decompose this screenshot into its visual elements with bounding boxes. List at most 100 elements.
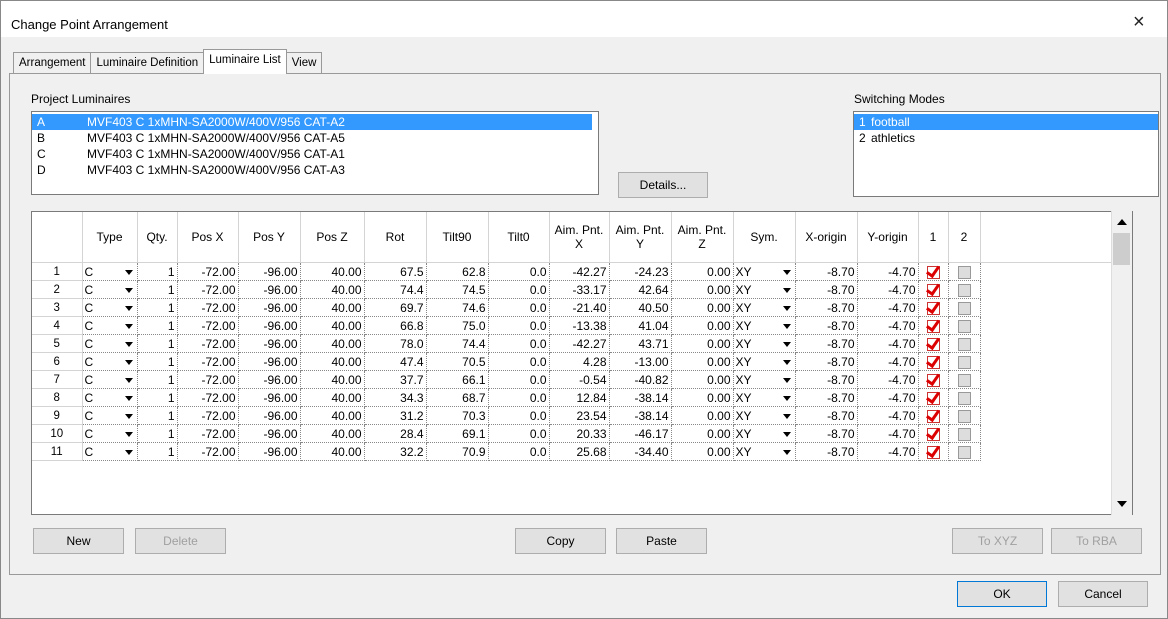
cell[interactable]: -13.38 [549, 316, 610, 335]
cell[interactable]: -4.70 [857, 316, 919, 335]
cell[interactable]: 1 [137, 406, 178, 425]
dropdown-arrow[interactable] [124, 288, 133, 293]
cell[interactable]: -4.70 [857, 280, 919, 299]
cell[interactable]: 40.00 [300, 352, 365, 371]
cell[interactable]: 70.3 [426, 406, 489, 425]
cell[interactable]: 0.00 [671, 388, 734, 407]
checkbox[interactable] [957, 265, 971, 279]
cell[interactable]: -96.00 [238, 388, 301, 407]
dropdown-arrow[interactable] [124, 396, 133, 401]
dropdown-arrow[interactable] [124, 342, 133, 347]
cell[interactable]: -13.00 [609, 352, 672, 371]
cell[interactable]: 47.4 [364, 352, 427, 371]
cell[interactable]: 28.4 [364, 424, 427, 443]
new-button[interactable]: New [33, 528, 124, 554]
cell[interactable]: 66.1 [426, 370, 489, 389]
cell[interactable]: -8.70 [795, 334, 858, 353]
cell[interactable]: 0.00 [671, 442, 734, 461]
cell[interactable]: 0.00 [671, 424, 734, 443]
checkbox[interactable] [957, 355, 971, 369]
cell[interactable]: -4.70 [857, 406, 919, 425]
dropdown-arrow[interactable] [782, 360, 791, 365]
luminaire-item[interactable]: B MVF403 C 1xMHN-SA2000W/400V/956 CAT-A5 [32, 130, 598, 146]
cell[interactable]: 66.8 [364, 316, 427, 335]
cell[interactable]: C [82, 298, 138, 317]
paste-button[interactable]: Paste [616, 528, 707, 554]
scroll-down[interactable] [1117, 501, 1127, 507]
checkbox[interactable] [926, 409, 940, 423]
cell[interactable]: 1 [137, 298, 178, 317]
tab[interactable]: Arrangement [13, 52, 92, 74]
cell[interactable]: -38.14 [609, 406, 672, 425]
cell[interactable]: 0.0 [488, 388, 550, 407]
cell[interactable]: 67.5 [364, 262, 427, 281]
cell[interactable]: 0.00 [671, 370, 734, 389]
cell[interactable]: 31.2 [364, 406, 427, 425]
tab[interactable]: Luminaire List [203, 49, 287, 74]
cell[interactable]: XY [733, 352, 796, 371]
cell[interactable]: C [82, 262, 138, 281]
dropdown-arrow[interactable] [782, 414, 791, 419]
dropdown-arrow[interactable] [782, 396, 791, 401]
dropdown-arrow[interactable] [124, 360, 133, 365]
cell[interactable]: -72.00 [177, 406, 239, 425]
cell[interactable]: 40.00 [300, 424, 365, 443]
luminaire-item[interactable]: A MVF403 C 1xMHN-SA2000W/400V/956 CAT-A2 [32, 114, 592, 130]
dropdown-arrow[interactable] [124, 432, 133, 437]
cell[interactable]: 42.64 [609, 280, 672, 299]
mode-item[interactable]: 2 athletics [854, 130, 1158, 146]
cell[interactable]: 41.04 [609, 316, 672, 335]
cell[interactable]: 68.7 [426, 388, 489, 407]
cell[interactable]: 1 [137, 334, 178, 353]
cancel-button[interactable]: Cancel [1058, 581, 1148, 607]
cell[interactable]: C [82, 388, 138, 407]
cell[interactable]: -96.00 [238, 280, 301, 299]
cell[interactable]: -8.70 [795, 442, 858, 461]
cell[interactable]: 0.00 [671, 298, 734, 317]
cell[interactable]: 70.5 [426, 352, 489, 371]
cell[interactable]: -8.70 [795, 298, 858, 317]
cell[interactable]: XY [733, 280, 796, 299]
cell[interactable]: 40.00 [300, 280, 365, 299]
cell[interactable]: -8.70 [795, 316, 858, 335]
cell[interactable]: -96.00 [238, 442, 301, 461]
cell[interactable]: -40.82 [609, 370, 672, 389]
cell[interactable]: -4.70 [857, 298, 919, 317]
cell[interactable]: -8.70 [795, 262, 858, 281]
cell[interactable]: 69.7 [364, 298, 427, 317]
cell[interactable]: -38.14 [609, 388, 672, 407]
cell[interactable]: 70.9 [426, 442, 489, 461]
cell[interactable]: 40.00 [300, 316, 365, 335]
cell[interactable]: 1 [137, 262, 178, 281]
cell[interactable]: 12.84 [549, 388, 610, 407]
cell[interactable]: XY [733, 388, 796, 407]
cell[interactable]: 1 [137, 388, 178, 407]
tab[interactable]: View [285, 52, 323, 74]
cell[interactable]: 43.71 [609, 334, 672, 353]
cell[interactable]: 1 [137, 370, 178, 389]
checkbox[interactable] [957, 373, 971, 387]
cell[interactable]: 40.00 [300, 370, 365, 389]
cell[interactable]: C [82, 406, 138, 425]
cell[interactable]: 0.00 [671, 262, 734, 281]
dropdown-arrow[interactable] [124, 414, 133, 419]
dropdown-arrow[interactable] [782, 324, 791, 329]
cell[interactable]: XY [733, 298, 796, 317]
cell[interactable]: 0.00 [671, 316, 734, 335]
dropdown-arrow[interactable] [124, 306, 133, 311]
dropdown-arrow[interactable] [782, 270, 791, 275]
checkbox[interactable] [957, 409, 971, 423]
dropdown-arrow[interactable] [782, 378, 791, 383]
cell[interactable]: 4.28 [549, 352, 610, 371]
cell[interactable]: -34.40 [609, 442, 672, 461]
cell[interactable]: 0.0 [488, 334, 550, 353]
dropdown-arrow[interactable] [782, 450, 791, 455]
cell[interactable]: -8.70 [795, 352, 858, 371]
checkbox[interactable] [957, 445, 971, 459]
checkbox[interactable] [926, 283, 940, 297]
dropdown-arrow[interactable] [124, 324, 133, 329]
cell[interactable]: -72.00 [177, 316, 239, 335]
cell[interactable]: 40.00 [300, 406, 365, 425]
cell[interactable]: -33.17 [549, 280, 610, 299]
cell[interactable]: C [82, 280, 138, 299]
